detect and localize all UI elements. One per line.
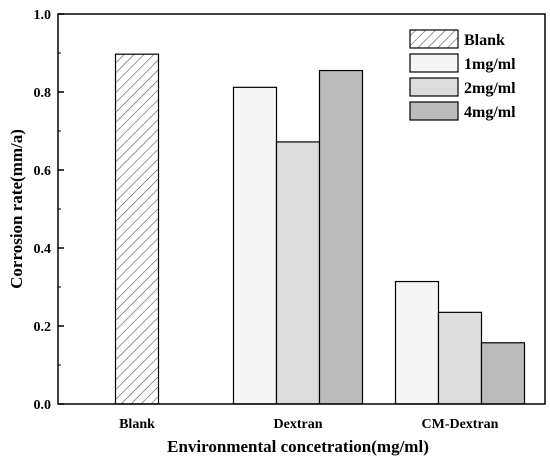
x-tick-label: CM-Dextran xyxy=(422,417,499,432)
x-tick-label: Dextran xyxy=(274,417,323,432)
x-tick-label: Blank xyxy=(119,417,155,432)
legend-label: Blank xyxy=(464,32,505,49)
x-axis-title: Environmental concetration(mg/ml) xyxy=(167,437,429,456)
bar-dextran-2mg-ml xyxy=(275,141,321,405)
y-tick-label: 0.2 xyxy=(34,320,52,335)
legend-swatch xyxy=(409,101,459,121)
bars-layer xyxy=(114,53,526,405)
bar-blank-blank xyxy=(114,53,160,405)
legend-swatch xyxy=(409,53,459,73)
legend: Blank 1mg/ml 2mg/ml 4mg/ml xyxy=(409,29,516,121)
legend-swatch xyxy=(409,77,459,97)
y-axis-title: Corrosion rate(mm/a) xyxy=(7,129,26,289)
y-tick-label: 0.8 xyxy=(34,86,52,101)
legend-label: 1mg/ml xyxy=(464,56,516,73)
y-tick-label: 0.6 xyxy=(34,164,52,179)
legend-label: 4mg/ml xyxy=(464,104,516,121)
bar-cm-dextran-2mg-ml xyxy=(437,311,483,405)
y-tick-label: 0.4 xyxy=(34,242,52,257)
bar-dextran-4mg-ml xyxy=(318,69,364,405)
legend-label: 2mg/ml xyxy=(464,80,516,97)
bar-cm-dextran-1mg-ml xyxy=(394,280,440,405)
bar-dextran-1mg-ml xyxy=(232,86,278,405)
y-tick-label: 0.0 xyxy=(34,398,52,413)
x-axis: Blank Dextran CM-Dextran xyxy=(119,417,499,432)
y-tick-label: 1.0 xyxy=(34,8,52,23)
bar-cm-dextran-4mg-ml xyxy=(480,342,526,405)
y-axis: 0.0 0.2 0.4 0.6 0.8 1.0 xyxy=(34,8,64,413)
legend-swatch xyxy=(409,29,459,49)
